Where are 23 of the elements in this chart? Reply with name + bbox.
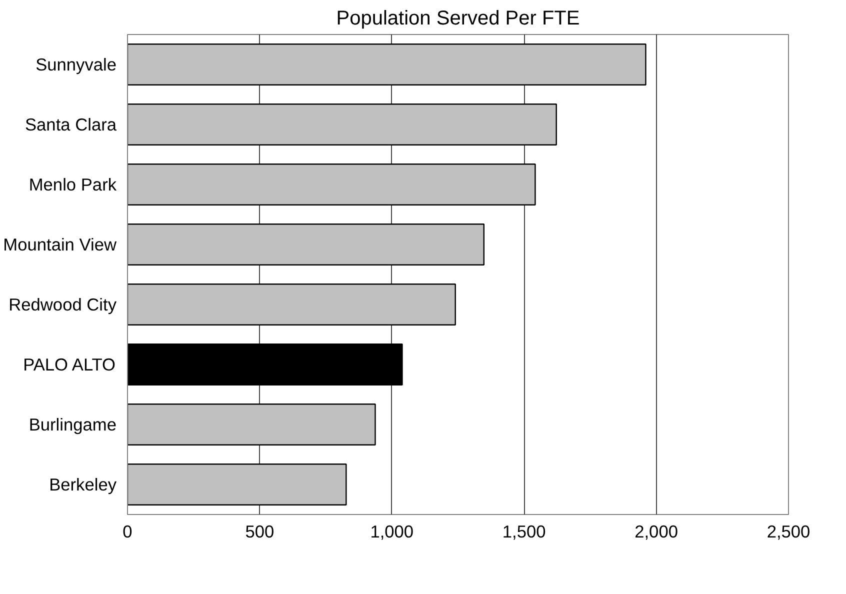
y-tick-label: Burlingame — [28, 414, 117, 434]
x-tick-label: 2,500 — [766, 522, 810, 542]
bar — [128, 224, 485, 266]
bar — [128, 104, 557, 146]
y-tick-label: Mountain View — [3, 234, 117, 254]
y-tick-label: PALO ALTO — [23, 354, 116, 374]
bar — [128, 44, 646, 86]
bar — [128, 404, 376, 446]
x-tick-label: 0 — [122, 522, 132, 542]
bar — [128, 464, 347, 506]
x-tick-label: 2,000 — [634, 522, 678, 542]
bar — [128, 164, 536, 206]
chart-title: Population Served Per FTE — [336, 8, 580, 30]
y-tick-label: Santa Clara — [24, 114, 117, 134]
y-tick-label: Redwood City — [8, 294, 117, 314]
y-tick-label: Berkeley — [49, 474, 117, 494]
y-tick-label: Menlo Park — [28, 174, 117, 194]
x-tick-label: 500 — [245, 522, 274, 542]
bar — [128, 284, 456, 326]
x-tick-label: 1,500 — [502, 522, 546, 542]
y-tick-label: Sunnyvale — [36, 54, 116, 74]
x-tick-label: 1,000 — [370, 522, 414, 542]
bar — [128, 344, 403, 386]
